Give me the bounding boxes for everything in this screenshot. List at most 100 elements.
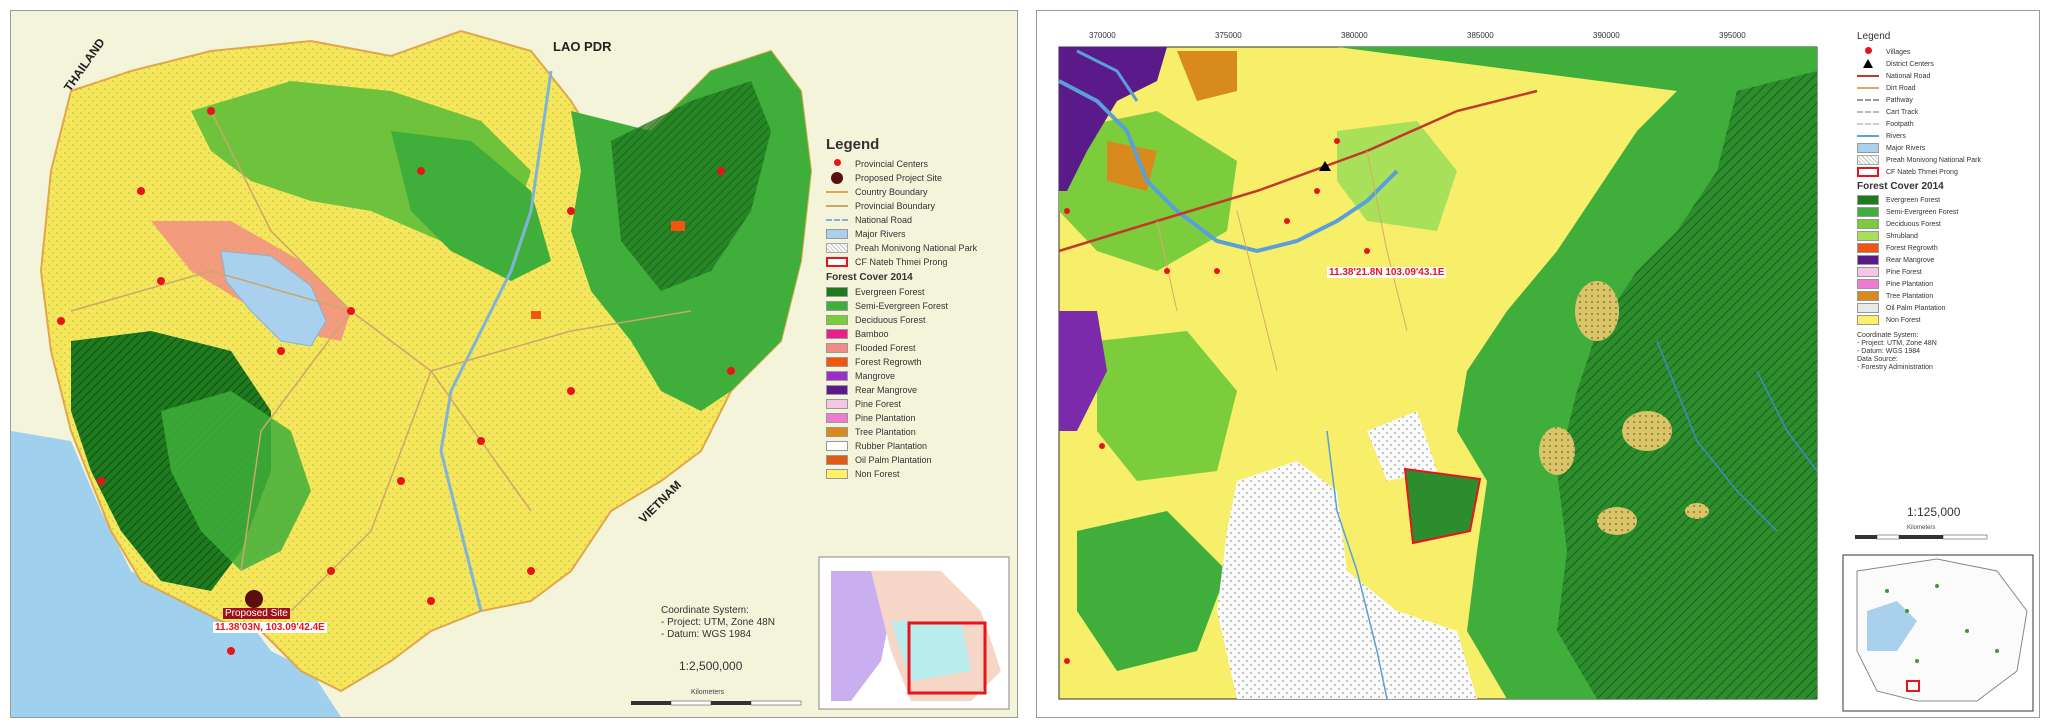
legend-item: Shrubland xyxy=(1857,230,1981,242)
legend-item: Forest Regrowth xyxy=(1857,242,1981,254)
legend-item: Semi-Evergreen Forest xyxy=(1857,206,1981,218)
district-center xyxy=(1319,161,1331,171)
oil-palm-plantation xyxy=(1367,411,1437,481)
legend-item: Non Forest xyxy=(1857,314,1981,326)
legend-swatch xyxy=(826,399,848,409)
legend-item: Flooded Forest xyxy=(826,341,977,355)
legend-label: Forest Regrowth xyxy=(1886,244,1938,252)
legend-label: National Road xyxy=(1886,72,1931,80)
legend-swatch xyxy=(826,441,848,451)
legend-label: Evergreen Forest xyxy=(855,287,925,297)
rear-mangrove xyxy=(1059,47,1167,191)
legend-swatch xyxy=(826,301,848,311)
cambodia-map xyxy=(11,11,1017,717)
tonle-sap-lake xyxy=(220,250,327,347)
legend-swatch xyxy=(1857,231,1879,241)
top-tick-label: 380000 xyxy=(1341,31,1368,40)
legend-label: Cart Track xyxy=(1886,108,1919,116)
legend-item: CF Nateb Thmei Prong xyxy=(826,255,977,269)
legend-title: Legend xyxy=(1857,31,1891,42)
right-meta: Coordinate System: - Project: UTM, Zone … xyxy=(1857,332,1981,372)
top-tick-label: 375000 xyxy=(1215,31,1242,40)
meta-line: - Datum: WGS 1984 xyxy=(1857,348,1921,355)
legend-swatch xyxy=(1857,75,1879,77)
left-scale-unit: Kilometers xyxy=(691,689,725,696)
legend-label: Semi-Evergreen Forest xyxy=(855,301,949,311)
legend-item: Forest Regrowth xyxy=(826,355,977,369)
evergreen-national-park xyxy=(1557,71,1817,699)
legend-item: Provincial Centers xyxy=(826,157,977,171)
legend-item: Pine Forest xyxy=(1857,266,1981,278)
legend-swatch xyxy=(1857,279,1879,289)
legend-swatch xyxy=(1857,167,1879,177)
central-forest xyxy=(391,131,551,281)
legend-swatch xyxy=(826,243,848,253)
provincial-centers xyxy=(57,107,735,655)
legend-label: Preah Monivong National Park xyxy=(855,243,978,253)
legend-item: CF Nateb Thmei Prong xyxy=(1857,166,1981,178)
mekong-river xyxy=(439,70,553,612)
right-scale-text: 1:125,000 xyxy=(1907,505,1961,519)
gold-patch xyxy=(1685,503,1709,519)
legend-item: Major Rivers xyxy=(1857,142,1981,154)
legend-label: Villages xyxy=(1886,48,1911,56)
legend-label: Oil Palm Plantation xyxy=(855,455,932,465)
legend-item: Footpath xyxy=(1857,118,1981,130)
river xyxy=(1756,370,1818,472)
legend-swatch xyxy=(1857,47,1879,57)
left-legend: Legend Provincial Centers Proposed Projec… xyxy=(826,136,977,481)
legend-label: Rivers xyxy=(1886,132,1906,140)
legend-label: CF Nateb Thmei Prong xyxy=(1886,168,1958,176)
legend-label: Pine Forest xyxy=(1886,268,1922,276)
legend-swatch xyxy=(1857,111,1879,113)
gold-patch xyxy=(1539,427,1575,475)
legend-swatch xyxy=(826,357,848,367)
right-locator-inset xyxy=(1842,554,2034,712)
northeast-evergreen xyxy=(611,81,771,291)
legend-label: Tree Plantation xyxy=(855,427,916,437)
dirt-road xyxy=(1156,150,1408,372)
legend-label: Rear Mangrove xyxy=(1886,256,1935,264)
gold-patch xyxy=(1597,507,1637,535)
legend-swatch xyxy=(826,287,848,297)
legend-label: Rear Mangrove xyxy=(855,385,918,395)
legend-item: Non Forest xyxy=(826,467,977,481)
legend-item: Rivers xyxy=(1857,130,1981,142)
legend-item: Rubber Plantation xyxy=(826,439,977,453)
locator-inset xyxy=(818,556,1010,710)
legend-item: Semi-Evergreen Forest xyxy=(826,299,977,313)
legend-swatch xyxy=(1857,135,1879,137)
right-scale-bar xyxy=(1855,534,1988,540)
legend-item: Bamboo xyxy=(826,327,977,341)
legend-item: Tree Plantation xyxy=(826,425,977,439)
legend-label: Footpath xyxy=(1886,120,1914,128)
legend-item: Dirt Road xyxy=(1857,82,1981,94)
legend-label: Rubber Plantation xyxy=(855,441,928,451)
legend-item: Oil Palm Plantation xyxy=(1857,302,1981,314)
legend-label: Semi-Evergreen Forest xyxy=(1886,208,1959,216)
legend-label: Pine Plantation xyxy=(1886,280,1934,288)
coord-line: - Datum: WGS 1984 xyxy=(661,629,752,640)
legend-item: Rear Mangrove xyxy=(826,383,977,397)
legend-item: Evergreen Forest xyxy=(1857,194,1981,206)
legend-label: Tree Plantation xyxy=(1886,292,1934,300)
legend-item: Cart Track xyxy=(1857,106,1981,118)
coord-line: Coordinate System: xyxy=(661,605,749,616)
legend-swatch xyxy=(1857,87,1879,89)
river xyxy=(1326,430,1388,700)
legend-label: Deciduous Forest xyxy=(1886,220,1941,228)
legend-swatch xyxy=(1857,143,1879,153)
regrowth-patch xyxy=(671,221,685,231)
legend-item: Deciduous Forest xyxy=(826,313,977,327)
national-roads xyxy=(70,110,692,612)
site-coordinates: 11.38'03N, 103.09'42.4E xyxy=(213,622,327,633)
legend-item: Mangrove xyxy=(826,369,977,383)
legend-item: National Road xyxy=(826,213,977,227)
legend-item: District Centers xyxy=(1857,58,1981,70)
top-tick-label: 390000 xyxy=(1593,31,1620,40)
legend-label: Deciduous Forest xyxy=(855,315,926,325)
meta-line: - Forestry Administration xyxy=(1857,364,1933,371)
legend-label: Dirt Road xyxy=(1886,84,1916,92)
legend-label: District Centers xyxy=(1886,60,1934,68)
legend-label: National Road xyxy=(855,215,913,225)
